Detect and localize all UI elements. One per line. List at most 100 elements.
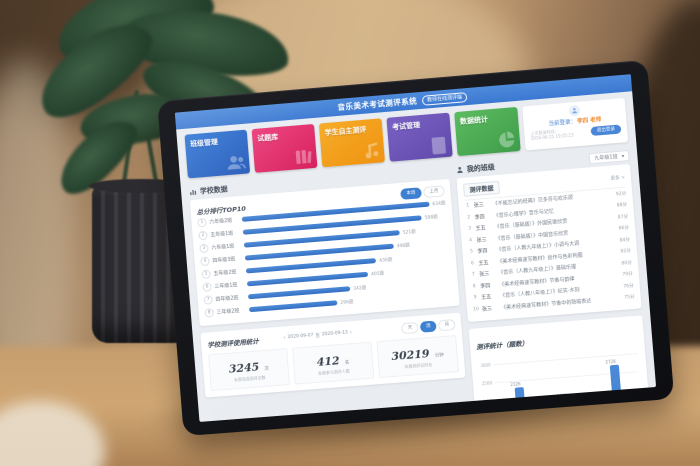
usage-title: 学校测评使用统计: [206, 336, 259, 349]
bar-value: 296题: [340, 299, 354, 306]
rank-number: 1: [197, 217, 207, 228]
class-select[interactable]: 九年级1班 ▾: [588, 150, 630, 165]
dashboard-content: 班级管理 试题库 学生自主测评 考试管理 数据统计 当前登录：李四 老师 上次登…: [176, 91, 656, 422]
score-value: 86分: [618, 225, 630, 232]
nav-tile-data-statistics[interactable]: 数据统计: [454, 106, 521, 157]
student-name: 李四: [477, 248, 488, 256]
score-value: 88分: [616, 202, 628, 209]
stat-box: 30219 分钟 本周测评总时长: [376, 334, 460, 379]
bar-chart-icon: [189, 187, 198, 196]
nav-tile-label: 学生自主测评: [324, 125, 367, 138]
my-class-section-header: 我的班级 九年级1班 ▾: [455, 149, 630, 176]
y-axis-tick: 2500: [481, 380, 493, 387]
nav-tile-question-bank[interactable]: 试题库: [251, 123, 318, 173]
stat-value: 30219: [390, 347, 431, 364]
row-rank: 9: [473, 295, 477, 301]
tab-assessment-data[interactable]: 测评数据: [462, 180, 501, 197]
main-columns: 学校数据 总分排行TOP10 本周 上月 1 六年级2班 634题 2: [189, 149, 654, 422]
nav-tile-student-self-assessment[interactable]: 学生自主测评: [318, 118, 385, 168]
stat-value: 412: [316, 354, 341, 369]
more-link[interactable]: 更多 >: [610, 175, 626, 182]
app-badge: 教师在线测评端: [421, 91, 468, 106]
class-name: 六年级1班: [211, 243, 235, 252]
stat-unit: 名: [344, 360, 350, 366]
bar-value: 634题: [432, 200, 446, 207]
class-select-value: 九年级1班: [594, 153, 618, 162]
date-from: 2020-09-07: [287, 333, 314, 341]
ranking-toggle-0[interactable]: 本周: [400, 187, 422, 200]
weekly-chart-title: 测评统计（题数）: [475, 339, 529, 352]
class-name: 五年级2班: [213, 269, 237, 278]
bar-value: 598题: [424, 214, 438, 221]
logout-button[interactable]: 退出登录: [590, 123, 622, 136]
bar-value: 405题: [370, 270, 385, 277]
nav-tile-label: 数据统计: [459, 115, 489, 126]
y-axis-tick: 3000: [480, 362, 491, 369]
bar-value: 521题: [402, 229, 416, 236]
date-range-nav: ‹ 2020-09-07 至 2020-09-13 ›: [282, 328, 353, 342]
row-rank: 4: [468, 238, 473, 244]
tablet-screen: 音乐美术考试测评系统 教师在线测评端 班级管理 试题库 学生自主测评 考试管理 …: [174, 74, 657, 422]
school-section-header: 学校数据: [189, 164, 450, 198]
date-join-label: 至: [315, 333, 321, 339]
stat-unit: 次: [264, 366, 270, 372]
student-name: 李四: [474, 213, 485, 221]
score-value: 92分: [615, 191, 627, 198]
music-note-icon: [360, 140, 381, 162]
student-name: 张三: [479, 271, 490, 279]
ranking-card: 总分排行TOP10 本周 上月 1 六年级2班 634题 2 五年级1班 598题: [189, 178, 460, 327]
stat-box: 412 名 本周参与测评人数: [292, 341, 375, 385]
users-icon: [226, 152, 247, 173]
nav-tiles: 班级管理 试题库 学生自主测评 考试管理 数据统计 当前登录：李四 老师 上次登…: [184, 97, 629, 179]
bar-value: 342题: [353, 285, 367, 292]
score-value: 80分: [621, 260, 633, 267]
ranking-bar-chart: 1 六年级2班 634题 2 五年级1班 598题 3 六年级1班 521题: [197, 196, 453, 319]
bar-value-label: 2326: [510, 380, 521, 387]
student-name: 张三: [481, 305, 493, 313]
nav-tile-label: 班级管理: [189, 138, 219, 149]
login-label: 当前登录：: [548, 119, 577, 128]
score-value: 75分: [624, 295, 635, 301]
bar-value: 498题: [396, 242, 411, 249]
nav-tile-label: 考试管理: [391, 121, 421, 132]
class-name: 五年级1班: [210, 230, 234, 239]
student-name: 张三: [473, 202, 485, 210]
stat-value: 3245: [228, 360, 260, 376]
class-name: 四年级2班: [215, 295, 239, 303]
bar-value-label: 2728: [605, 358, 616, 365]
student-name: 李四: [480, 282, 491, 290]
school-data-column: 学校数据 总分排行TOP10 本周 上月 1 六年级2班 634题 2: [189, 164, 473, 422]
usage-toggle-0[interactable]: 天: [401, 321, 419, 335]
student-name: 张三: [476, 236, 487, 244]
row-rank: 6: [470, 261, 475, 267]
login-bottom: 上次登录时间: 2016-06-25 19:25:23 退出登录: [530, 123, 622, 141]
ranking-toggle-1[interactable]: 上月: [423, 185, 445, 199]
nav-tile-exam-management[interactable]: 考试管理: [386, 112, 453, 162]
assessment-card: 测评数据 更多 > 1 张三 《不能忘记的经典》贝多芬与欢乐颂 92分 2 李四…: [456, 164, 642, 323]
usage-toggle-group: 天周月: [401, 319, 456, 335]
question-bank-icon: [293, 146, 314, 168]
score-value: 82分: [620, 248, 632, 255]
date-next-icon[interactable]: ›: [349, 328, 353, 336]
usage-card: 学校测评使用统计 ‹ 2020-09-07 至 2020-09-13 › 天周月: [200, 312, 466, 398]
nav-tile-class-management[interactable]: 班级管理: [184, 129, 251, 179]
row-rank: 3: [467, 226, 472, 232]
bar-value-label: 1908: [556, 392, 568, 399]
usage-toggle-2[interactable]: 月: [438, 319, 456, 332]
row-rank: 7: [471, 272, 475, 278]
nav-tile-label: 试题库: [257, 132, 279, 143]
row-rank: 5: [469, 249, 474, 255]
user-avatar-icon: [568, 104, 580, 117]
rank-number: 5: [201, 269, 211, 280]
date-to: 2020-09-13: [321, 330, 349, 338]
score-bar: [248, 300, 338, 313]
rank-number: 6: [202, 282, 212, 292]
usage-toggle-1[interactable]: 周: [419, 320, 438, 333]
row-rank: 1: [466, 203, 470, 209]
y-axis-tick: 2000: [483, 398, 494, 405]
date-prev-icon[interactable]: ‹: [282, 333, 286, 342]
exam-scroll-icon: [428, 135, 450, 157]
class-name: 三年级2班: [216, 308, 240, 316]
last-login: 上次登录时间: 2016-06-25 19:25:23: [530, 127, 573, 141]
